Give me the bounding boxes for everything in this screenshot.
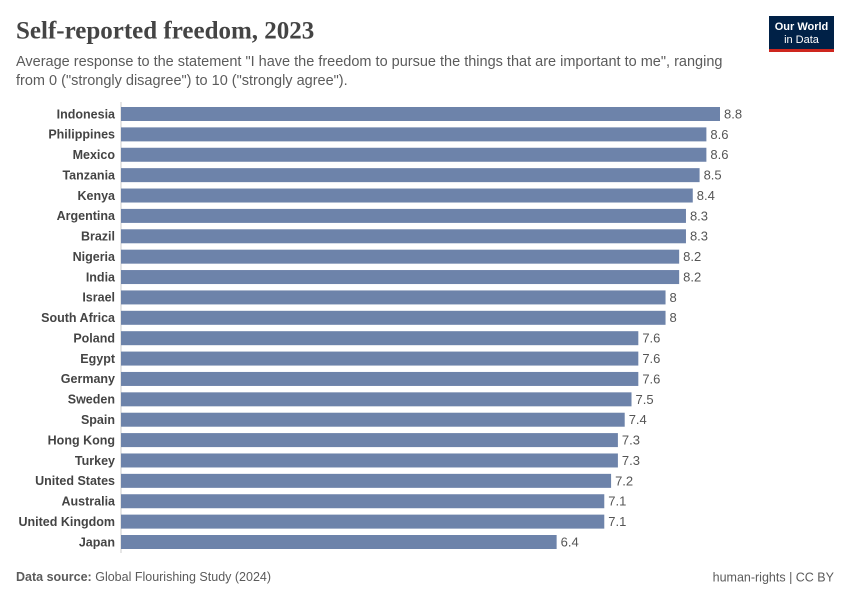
y-tick-label: Australia (62, 495, 117, 509)
value-label: 8.3 (690, 208, 708, 223)
value-label: 8.4 (697, 188, 715, 203)
logo-text: in Data (784, 34, 820, 46)
bar (121, 127, 707, 142)
bar (121, 371, 639, 386)
source-text: Global Flourishing Study (2024) (95, 570, 271, 584)
logo-text: Our World (775, 21, 829, 33)
y-tick-label: Indonesia (57, 107, 116, 121)
bar (121, 249, 680, 264)
y-tick-label: Argentina (57, 209, 116, 223)
bar (121, 412, 625, 427)
footer-license[interactable]: human-rights | CC BY (713, 570, 835, 584)
y-tick-label: United Kingdom (18, 515, 115, 529)
value-label: 7.5 (636, 392, 654, 407)
value-label: 8.8 (724, 106, 742, 121)
y-tick-label: Sweden (68, 393, 115, 407)
y-tick-label: Tanzania (62, 168, 116, 182)
logo-stripe (769, 49, 834, 52)
y-tick-label: Germany (61, 372, 115, 386)
bar (121, 168, 700, 183)
bar (121, 188, 693, 203)
subtitle: from 0 ("strongly disagree") to 10 ("str… (16, 73, 348, 89)
value-label: 7.4 (629, 412, 647, 427)
value-label: 8.5 (704, 168, 722, 183)
y-tick-label: Mexico (73, 148, 116, 162)
value-label: 7.1 (608, 514, 626, 529)
value-label: 8.3 (690, 229, 708, 244)
y-tick-label: Hong Kong (48, 433, 115, 447)
value-label: 8.6 (710, 127, 728, 142)
bar (121, 535, 557, 549)
value-label: 7.3 (622, 433, 640, 448)
y-tick-label: Philippines (48, 128, 115, 142)
value-label: 7.6 (642, 351, 660, 366)
value-label: 7.3 (622, 453, 640, 468)
value-label: 6.4 (561, 534, 579, 549)
bar (121, 392, 632, 407)
y-tick-label: Spain (81, 413, 115, 427)
bar (121, 270, 680, 285)
value-label: 7.2 (615, 473, 633, 488)
y-tick-label: Kenya (77, 189, 116, 203)
value-label: 7.6 (642, 331, 660, 346)
value-label: 7.6 (642, 371, 660, 386)
y-tick-label: Nigeria (73, 250, 116, 264)
bar (121, 514, 605, 529)
bar (121, 290, 666, 305)
subtitle: Average response to the statement "I hav… (16, 54, 722, 70)
bar (121, 453, 618, 468)
value-label: 8.6 (710, 147, 728, 162)
bar (121, 107, 720, 121)
value-label: 8.2 (683, 249, 701, 264)
y-tick-label: South Africa (41, 311, 116, 325)
bar (121, 473, 612, 488)
value-label: 8 (670, 310, 677, 325)
y-tick-label: Japan (79, 535, 115, 549)
y-tick-label: India (86, 270, 116, 284)
chart-title: Self-reported freedom, 2023 (16, 18, 314, 45)
logo-box (769, 16, 834, 51)
bar (121, 433, 618, 448)
value-label: 7.1 (608, 494, 626, 509)
bar (121, 147, 707, 162)
bar (121, 229, 686, 244)
y-tick-label: Poland (73, 331, 115, 345)
y-tick-label: Brazil (81, 230, 115, 244)
bar (121, 351, 639, 366)
bar (121, 494, 605, 509)
y-tick-label: Egypt (80, 352, 116, 366)
source: Data source: Global Flourishing Study (2… (16, 570, 271, 584)
y-tick-label: Turkey (75, 454, 115, 468)
bar (121, 208, 686, 223)
y-tick-label: United States (35, 474, 115, 488)
y-tick-label: Israel (82, 291, 115, 305)
source-label: Data source: (16, 570, 92, 584)
value-label: 8 (670, 290, 677, 305)
bar (121, 331, 639, 346)
value-label: 8.2 (683, 269, 701, 284)
bar (121, 310, 666, 325)
logo[interactable]: Our World in Data (769, 16, 834, 52)
